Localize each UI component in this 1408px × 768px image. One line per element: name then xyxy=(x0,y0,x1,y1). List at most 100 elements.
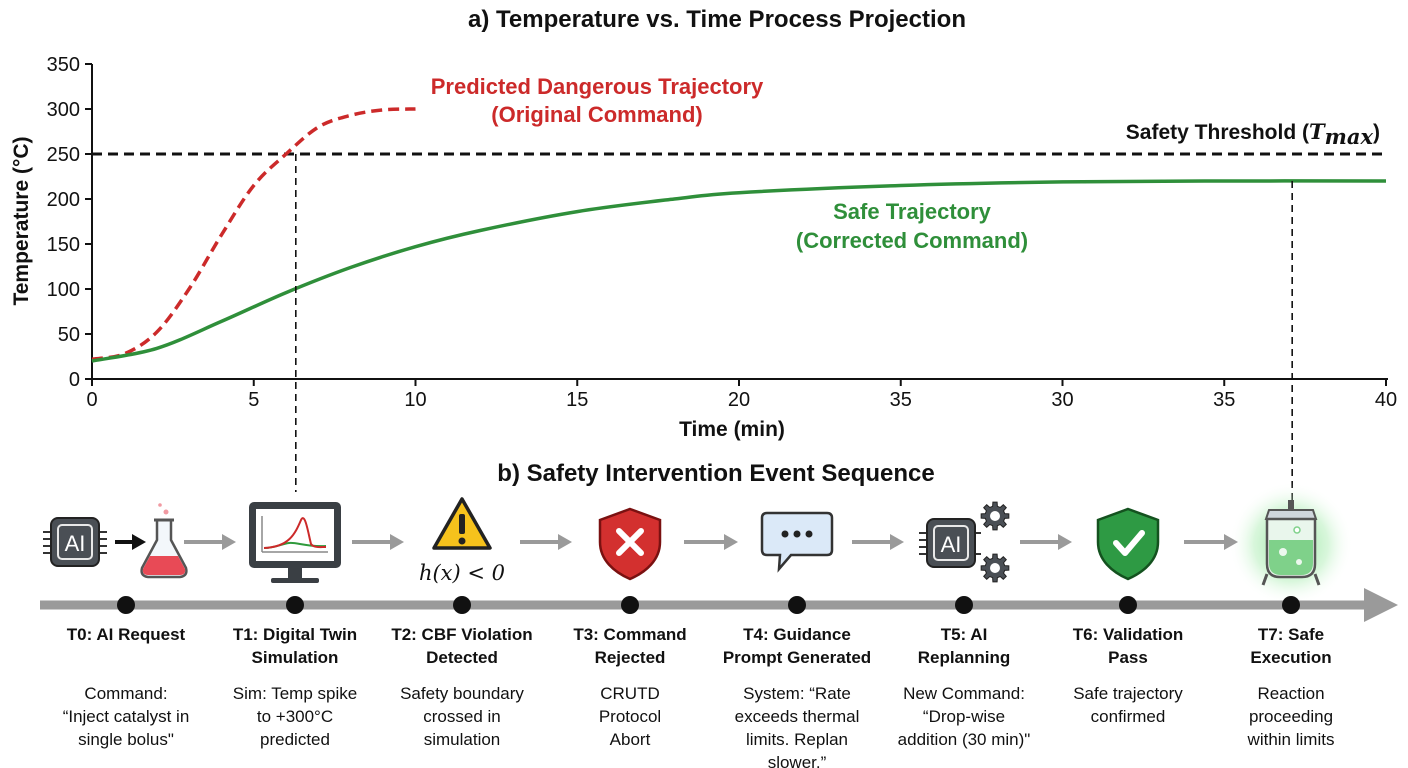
event-desc-t4: exceeds thermal xyxy=(735,707,860,726)
timeline-arrowhead xyxy=(1364,588,1398,622)
event-labels: T0: AI Request Command: “Inject catalyst i… xyxy=(63,625,1335,768)
x-tick-label: 20 xyxy=(728,389,750,411)
flask-icon xyxy=(140,503,188,579)
gear-icon xyxy=(980,501,1010,531)
x-tick-label: 40 xyxy=(1375,389,1397,411)
violation-formula: h(x) < 0 xyxy=(419,561,505,585)
event-title-t5: T5: AI xyxy=(941,625,988,644)
request-arrow-icon xyxy=(115,534,146,550)
event-title-t7: T7: Safe xyxy=(1258,625,1324,644)
y-tick-label: 300 xyxy=(47,99,80,121)
flow-arrowhead xyxy=(724,534,738,550)
x-tick-label: 30 xyxy=(1051,389,1073,411)
ai-chip-text: AI xyxy=(941,532,962,557)
event-desc-t2: crossed in xyxy=(423,707,500,726)
icons-row: AI h(x) < 0 xyxy=(43,482,1353,606)
event-desc-t4: limits. Replan xyxy=(746,730,848,749)
event-desc-t7: within limits xyxy=(1247,730,1335,749)
monitor-chart-icon xyxy=(249,502,341,583)
event-title-t1: T1: Digital Twin xyxy=(233,625,357,644)
event-title-t6-line2: Pass xyxy=(1108,648,1148,667)
gear-icon xyxy=(980,553,1010,583)
ai-chip-gears-icon: AI xyxy=(919,518,981,568)
flow-arrowhead xyxy=(1224,534,1238,550)
event-title-t7-line2: Execution xyxy=(1250,648,1331,667)
x-tick-label: 5 xyxy=(248,389,259,411)
timeline-dot-t0 xyxy=(117,596,135,614)
timeline-dot-t7 xyxy=(1282,596,1300,614)
event-title-t4-line2: Prompt Generated xyxy=(723,648,871,667)
timeline-dot-t3 xyxy=(621,596,639,614)
flow-arrowhead xyxy=(890,534,904,550)
event-desc-t2: Safety boundary xyxy=(400,684,524,703)
x-tick-label: 35 xyxy=(1213,389,1235,411)
event-title-t6: T6: Validation xyxy=(1073,625,1184,644)
y-tick-label: 50 xyxy=(58,324,80,346)
y-tick-label: 100 xyxy=(47,279,80,301)
event-title-t1-line2: Simulation xyxy=(252,648,339,667)
reactor-vessel-icon xyxy=(1261,500,1321,586)
threshold-label: Safety Threshold (Tmax) xyxy=(1126,119,1380,149)
sequence-title: b) Safety Intervention Event Sequence xyxy=(497,460,934,487)
event-desc-t1: to +300°C xyxy=(257,707,333,726)
event-title-t4: T4: Guidance xyxy=(743,625,851,644)
event-desc-t1: Sim: Temp spike xyxy=(233,684,357,703)
event-desc-t3: Protocol xyxy=(599,707,661,726)
ai-chip-icon: AI xyxy=(43,517,107,567)
safe-trajectory-sublabel: (Corrected Command) xyxy=(796,228,1028,253)
x-tick-label: 35 xyxy=(890,389,912,411)
ai-chip-text: AI xyxy=(65,531,86,556)
y-tick-label: 350 xyxy=(47,54,80,76)
event-desc-t0: Command: xyxy=(84,684,167,703)
y-axis-label: Temperature (°C) xyxy=(10,136,33,305)
timeline-dot-t1 xyxy=(286,596,304,614)
event-desc-t5: New Command: xyxy=(903,684,1025,703)
event-desc-t7: Reaction xyxy=(1257,684,1324,703)
timeline-dot-t6 xyxy=(1119,596,1137,614)
shield-check-icon xyxy=(1096,507,1160,581)
event-desc-t4: slower.” xyxy=(768,753,827,768)
event-title-t3: T3: Command xyxy=(573,625,686,644)
y-tick-label: 0 xyxy=(69,369,80,391)
timeline-dot-t5 xyxy=(955,596,973,614)
flow-arrows xyxy=(184,534,1238,550)
danger-trajectory-label: Predicted Dangerous Trajectory xyxy=(431,74,764,99)
event-desc-t3: Abort xyxy=(610,730,651,749)
danger-trajectory-sublabel: (Original Command) xyxy=(491,102,702,127)
speech-bubble-icon xyxy=(760,511,834,573)
timeline xyxy=(40,588,1398,622)
event-desc-t6: Safe trajectory xyxy=(1073,684,1183,703)
event-title-t2: T2: CBF Violation xyxy=(391,625,532,644)
event-desc-t0: single bolus" xyxy=(78,730,174,749)
temperature-chart: 0 50 100 150 200 250 300 350 0 5 10 15 20 35 30 35 40 T… xyxy=(10,54,1397,510)
safe-trajectory-line xyxy=(91,179,1387,363)
flow-arrowhead xyxy=(1058,534,1072,550)
event-title-t5-line2: Replanning xyxy=(918,648,1011,667)
event-title-t3-line2: Rejected xyxy=(595,648,666,667)
timeline-dot-t4 xyxy=(788,596,806,614)
event-desc-t4: System: “Rate xyxy=(743,684,851,703)
x-axis-label: Time (min) xyxy=(679,418,785,441)
x-tick-label: 15 xyxy=(566,389,588,411)
event-desc-t6: confirmed xyxy=(1091,707,1166,726)
y-tick-label: 150 xyxy=(47,234,80,256)
event-desc-t7: proceeding xyxy=(1249,707,1333,726)
flow-arrowhead xyxy=(558,534,572,550)
flow-arrowhead xyxy=(390,534,404,550)
x-tick-label: 0 xyxy=(86,389,97,411)
event-desc-t0: “Inject catalyst in xyxy=(63,707,190,726)
flow-arrowhead xyxy=(222,534,236,550)
event-title-t2-line2: Detected xyxy=(426,648,498,667)
event-title-t0: T0: AI Request xyxy=(67,625,186,644)
event-desc-t3: CRUTD xyxy=(600,684,660,703)
safe-trajectory-label: Safe Trajectory xyxy=(833,199,992,224)
timeline-dot-t2 xyxy=(453,596,471,614)
x-tick-label: 10 xyxy=(404,389,426,411)
event-desc-t1: predicted xyxy=(260,730,330,749)
warning-triangle-icon xyxy=(432,497,492,550)
event-desc-t5: “Drop-wise xyxy=(923,707,1005,726)
danger-trajectory-line xyxy=(91,107,416,361)
event-desc-t5: addition (30 min)" xyxy=(898,730,1031,749)
chart-title: a) Temperature vs. Time Process Projecti… xyxy=(468,6,966,33)
